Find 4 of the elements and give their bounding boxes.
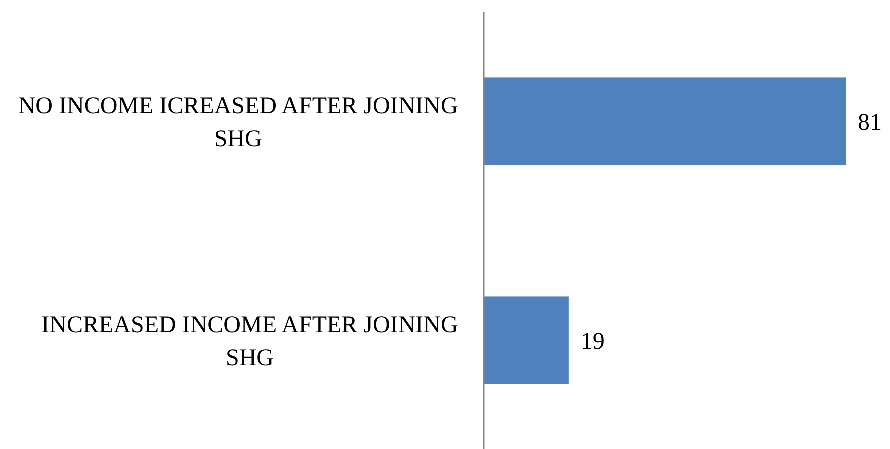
- y-tick-label: NO INCOME ICREASED AFTER JOINING SHG: [18, 93, 458, 152]
- data-label: 19: [580, 328, 605, 355]
- data-label: 81: [858, 110, 882, 136]
- y-tick-label: INCREASED INCOME AFTER JOINING SHG: [42, 312, 458, 372]
